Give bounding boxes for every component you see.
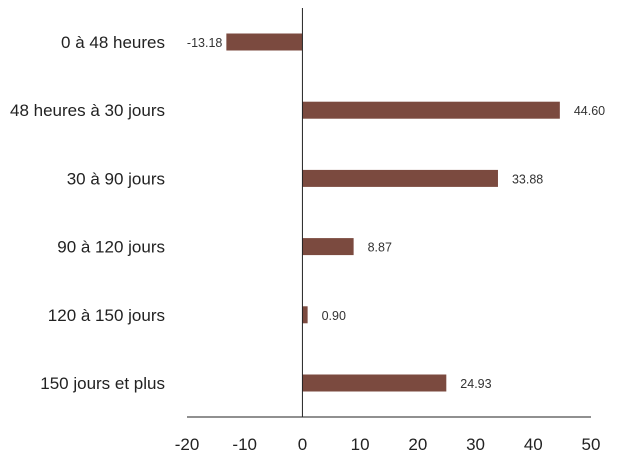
value-label: 33.88: [512, 172, 543, 186]
value-label: -13.18: [187, 36, 222, 50]
axes-layer: [187, 8, 591, 418]
x-tick-label: 10: [351, 435, 370, 454]
bars-layer: [226, 33, 560, 392]
bar: [226, 33, 303, 51]
category-label: 0 à 48 heures: [61, 33, 165, 52]
x-tick-label: 40: [524, 435, 543, 454]
bar: [302, 101, 560, 119]
bar: [302, 238, 354, 256]
x-tick-label: 0: [298, 435, 307, 454]
category-label: 30 à 90 jours: [67, 169, 165, 188]
value-label: 24.93: [460, 377, 491, 391]
bar: [302, 169, 498, 187]
bar: [302, 374, 447, 392]
value-labels: -13.18 44.60 33.88 8.87 0.90 24.93: [187, 36, 605, 391]
category-label: 48 heures à 30 jours: [10, 101, 165, 120]
x-tick-label: 20: [408, 435, 427, 454]
x-tick-label: -20: [175, 435, 200, 454]
value-label: 8.87: [368, 241, 392, 255]
bar: [302, 306, 308, 324]
category-label: 90 à 120 jours: [57, 238, 165, 257]
x-tick-label: 30: [466, 435, 485, 454]
category-label: 150 jours et plus: [40, 374, 165, 393]
category-labels: 0 à 48 heures 48 heures à 30 jours 30 à 90…: [10, 33, 165, 393]
category-label: 120 à 150 jours: [48, 306, 165, 325]
x-tick-labels: -20 -10 0 10 20 30 40 50: [175, 435, 601, 454]
x-tick-label: 50: [582, 435, 601, 454]
value-label: 0.90: [322, 309, 346, 323]
x-tick-label: -10: [232, 435, 257, 454]
value-label: 44.60: [574, 104, 605, 118]
